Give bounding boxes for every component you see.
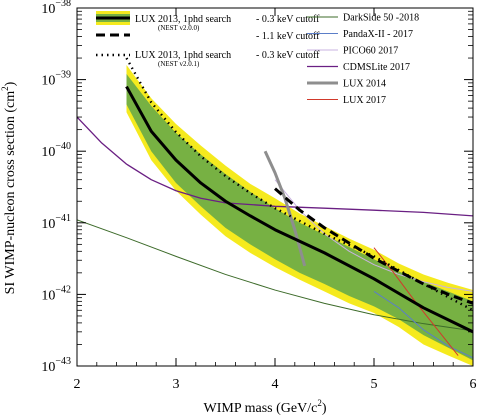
legend-row2-label: LUX 2013, 1phd search (135, 50, 231, 61)
legend-row2-cut: - 0.3 keV cutoff (256, 50, 320, 61)
legend-row1-cut-b: - 1.1 keV cutoff (256, 31, 320, 42)
legend-right: DarkSide 50 -2018 PandaX-II - 2017 PICO60 … (307, 13, 419, 106)
legend-row1-sub: (NEST v2.0.0) (158, 24, 200, 32)
y-tick-label: 10−39 (41, 70, 71, 89)
legend-label-cdmslite-2017: CDMSLite 2017 (343, 62, 410, 73)
series-0-3-kev-cutoff-nest-v2-0-0 (125, 85, 473, 334)
y-tick-label: 10−41 (41, 213, 71, 232)
legend-row1-label: LUX 2013, 1phd search (135, 14, 231, 25)
sensitivity-bands (126, 64, 473, 366)
limit-curves (77, 57, 473, 359)
x-tick-label: 4 (272, 377, 279, 392)
x-tick-label: 3 (173, 377, 180, 392)
legend-label-pico60-2017: PICO60 2017 (343, 46, 398, 57)
legend-label-darkside-50-2018: DarkSide 50 -2018 (343, 13, 419, 24)
legend-row1-cut-a: - 0.3 keV cutoff (256, 14, 320, 25)
series-pandax-ii-2017 (373, 291, 473, 359)
plot-area (77, 57, 473, 366)
y-axis-label: SI WIMP-nucleon cross section (cm2) (0, 81, 18, 294)
x-axis-label: WIMP mass (GeV/c2) (204, 398, 327, 416)
legend-left: LUX 2013, 1phd search (NEST v2.0.0) - 0.… (96, 11, 320, 68)
legend-label-lux-2017: LUX 2017 (343, 95, 386, 106)
legend-label-pandax-ii-2017: PandaX-II - 2017 (343, 29, 413, 40)
series-pico60-2017 (274, 179, 473, 292)
series-darkside-50-2018 (77, 219, 473, 332)
series-lux-2017 (373, 247, 459, 356)
y-tick-label: 10−38 (41, 0, 71, 17)
legend-label-lux-2014: LUX 2014 (343, 79, 386, 90)
x-tick-label: 6 (470, 377, 477, 392)
band-inner (126, 73, 473, 361)
x-tick-label: 2 (74, 377, 81, 392)
series-cdmslite-2017 (77, 116, 473, 217)
x-tick-label: 5 (371, 377, 378, 392)
y-tick-label: 10−40 (41, 141, 71, 160)
axes: 2 3 4 5 6 10−43 10−42 10−41 10−40 10−39 10−38 (41, 0, 476, 392)
legend-row2-sub: (NEST v2.0.1) (158, 60, 200, 68)
series-1-1-kev-cutoff-nest-v2-0-0 (274, 187, 473, 305)
y-tick-label: 10−43 (41, 356, 71, 375)
y-tick-label: 10−42 (41, 284, 71, 303)
